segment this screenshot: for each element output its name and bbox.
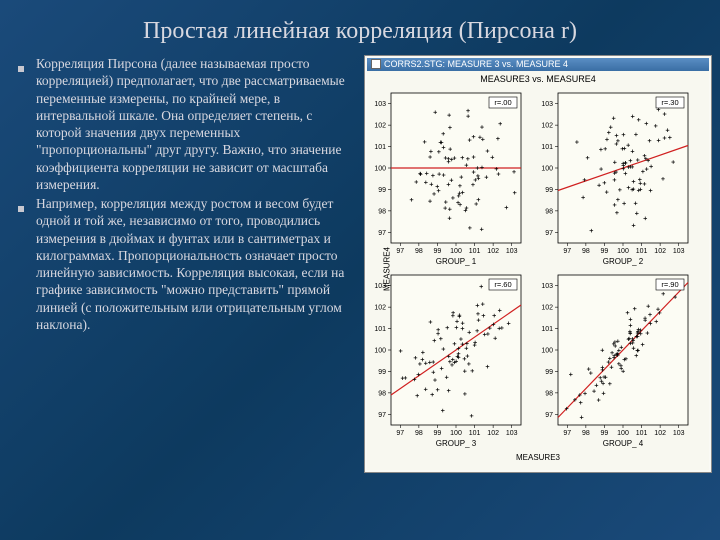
svg-text:GROUP_ 2: GROUP_ 2 [603,257,644,266]
svg-text:97: 97 [563,248,571,255]
svg-text:97: 97 [396,248,404,255]
svg-text:97: 97 [396,430,404,437]
svg-text:103: 103 [506,430,518,437]
svg-text:103: 103 [374,101,386,108]
svg-text:98: 98 [582,430,590,437]
svg-text:102: 102 [374,123,386,130]
svg-text:GROUP_ 4: GROUP_ 4 [603,439,644,448]
x-axis-label: MEASURE3 [367,453,709,466]
svg-text:99: 99 [601,430,609,437]
svg-text:101: 101 [469,430,481,437]
svg-text:98: 98 [415,430,423,437]
chart-header: MEASURE3 vs. MEASURE4 [367,71,709,85]
svg-text:98: 98 [415,248,423,255]
svg-text:101: 101 [469,248,481,255]
svg-text:101: 101 [636,248,648,255]
svg-text:99: 99 [434,430,442,437]
svg-text:102: 102 [487,430,499,437]
svg-text:103: 103 [506,248,518,255]
svg-text:98: 98 [378,390,386,397]
svg-text:103: 103 [374,283,386,290]
window-icon [371,59,381,69]
chart-footer [367,466,709,470]
svg-text:97: 97 [563,430,571,437]
svg-text:99: 99 [378,187,386,194]
svg-text:102: 102 [654,430,666,437]
svg-text:102: 102 [374,305,386,312]
svg-text:99: 99 [545,369,553,376]
svg-text:99: 99 [545,187,553,194]
window-title-text: CORRS2.STG: MEASURE 3 vs. MEASURE 4 [384,59,568,69]
chart-window: CORRS2.STG: MEASURE 3 vs. MEASURE 4 MEAS… [364,55,712,473]
svg-text:103: 103 [673,248,685,255]
svg-text:101: 101 [541,326,553,333]
bullet-text: Корреляция Пирсона (далее называемая про… [36,55,358,193]
svg-text:GROUP_ 3: GROUP_ 3 [436,439,477,448]
svg-text:99: 99 [378,369,386,376]
svg-text:97: 97 [378,230,386,237]
svg-text:100: 100 [450,248,462,255]
svg-text:100: 100 [617,248,629,255]
svg-text:101: 101 [374,144,386,151]
svg-text:103: 103 [673,430,685,437]
svg-text:98: 98 [378,208,386,215]
svg-text:r=.60: r=.60 [494,280,511,289]
svg-text:100: 100 [374,166,386,173]
bullet-text: Например, корреляция между ростом и весо… [36,195,358,333]
svg-text:102: 102 [654,248,666,255]
svg-text:99: 99 [601,248,609,255]
bullet-item: Корреляция Пирсона (далее называемая про… [18,55,358,193]
scatter-panel: 97 98 99 100 101 102 103 97 98 99 100 101 102 103 r=.6… [369,269,536,451]
scatter-panel-2: 97 98 99 100 101 102 103 97 98 99 100 101 102 103 r=.3… [536,87,694,269]
svg-text:97: 97 [545,230,553,237]
scatter-panel-3: 97 98 99 100 101 102 103 97 98 99 100 101 102 103 r=.6… [369,269,527,451]
svg-text:101: 101 [541,144,553,151]
svg-text:97: 97 [378,412,386,419]
svg-text:r=.30: r=.30 [661,98,678,107]
svg-text:98: 98 [545,208,553,215]
svg-text:100: 100 [374,348,386,355]
scatter-panel-1: 97 98 99 100 101 102 103 97 98 99 100 101 102 103 r=.0… [369,87,527,269]
svg-text:103: 103 [541,101,553,108]
svg-text:100: 100 [541,166,553,173]
bullet-item: Например, корреляция между ростом и весо… [18,195,358,333]
svg-text:99: 99 [434,248,442,255]
text-column: Корреляция Пирсона (далее называемая про… [18,55,358,473]
scatter-panel-4: 97 98 99 100 101 102 103 97 98 99 100 101 102 103 r=.9… [536,269,694,451]
scatter-panel: 97 98 99 100 101 102 103 97 98 99 100 101 102 103 r=.0… [369,87,536,269]
svg-text:102: 102 [541,123,553,130]
svg-text:98: 98 [545,390,553,397]
svg-text:100: 100 [617,430,629,437]
svg-text:97: 97 [545,412,553,419]
slide-title: Простая линейная корреляция (Пирсона r) [0,0,720,55]
bullet-marker-icon [18,195,36,333]
scatter-panels: 97 98 99 100 101 102 103 97 98 99 100 101 102 103 r=.0… [367,85,709,453]
window-titlebar[interactable]: CORRS2.STG: MEASURE 3 vs. MEASURE 4 [367,58,709,71]
content-area: Корреляция Пирсона (далее называемая про… [0,55,720,473]
svg-text:100: 100 [450,430,462,437]
svg-text:102: 102 [541,305,553,312]
svg-text:r=.00: r=.00 [494,98,511,107]
chart-body: MEASURE4 9798991001011021039798991001011… [367,85,709,453]
scatter-panel: 97 98 99 100 101 102 103 97 98 99 100 101 102 103 r=.9… [536,269,703,451]
svg-text:GROUP_ 1: GROUP_ 1 [436,257,477,266]
scatter-panel: 97 98 99 100 101 102 103 97 98 99 100 101 102 103 r=.3… [536,87,703,269]
svg-text:102: 102 [487,248,499,255]
svg-text:98: 98 [582,248,590,255]
bullet-marker-icon [18,55,36,193]
svg-text:101: 101 [374,326,386,333]
svg-text:r=.90: r=.90 [661,280,678,289]
svg-text:103: 103 [541,283,553,290]
svg-text:100: 100 [541,348,553,355]
svg-text:101: 101 [636,430,648,437]
